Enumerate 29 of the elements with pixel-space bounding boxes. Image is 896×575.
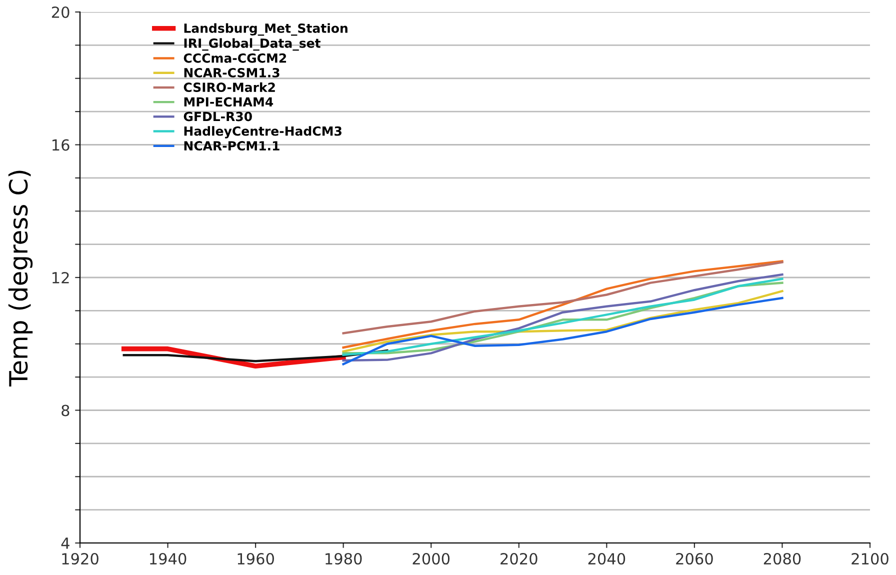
legend-label: NCAR-CSM1.3 bbox=[184, 68, 280, 78]
legend-label: GFDL-R30 bbox=[184, 112, 252, 122]
legend-label: NCAR-PCM1.1 bbox=[184, 141, 280, 150]
line-series bbox=[342, 296, 784, 366]
x-tick-label: 1980 bbox=[326, 552, 362, 565]
x-tick-label: 2020 bbox=[500, 552, 538, 565]
x-tick-label: 2060 bbox=[676, 552, 713, 565]
line-series bbox=[342, 260, 784, 349]
legend-label: IRI_Global_Data_set bbox=[184, 38, 321, 51]
legend-label: CSIRO-Mark2 bbox=[184, 82, 275, 92]
y-tick-label: 20 bbox=[52, 6, 70, 18]
x-tick-label: 1920 bbox=[62, 552, 98, 565]
legend-label: CCCma-CGCM2 bbox=[184, 53, 286, 63]
line-series bbox=[122, 349, 388, 362]
x-tick-label: 2080 bbox=[764, 552, 801, 565]
x-tick-label: 2100 bbox=[852, 552, 888, 565]
legend-label: HadleyCentre-HadCM3 bbox=[184, 126, 342, 138]
y-tick-label: 8 bbox=[62, 404, 70, 416]
y-tick-label: 16 bbox=[52, 139, 70, 151]
x-tick-label: 1960 bbox=[238, 552, 274, 565]
x-tick-label: 2000 bbox=[412, 552, 450, 565]
line-series bbox=[342, 261, 784, 334]
legend-label: Landsburg_Met_Station bbox=[184, 23, 348, 36]
x-tick-label: 1940 bbox=[150, 552, 186, 565]
y-axis-title: Temp (degress C) bbox=[8, 170, 33, 386]
y-tick-label: 4 bbox=[61, 538, 70, 549]
y-tick-label: 12 bbox=[52, 272, 69, 284]
legend-label: MPI-ECHAM4 bbox=[184, 97, 274, 107]
x-tick-label: 2040 bbox=[588, 552, 626, 565]
